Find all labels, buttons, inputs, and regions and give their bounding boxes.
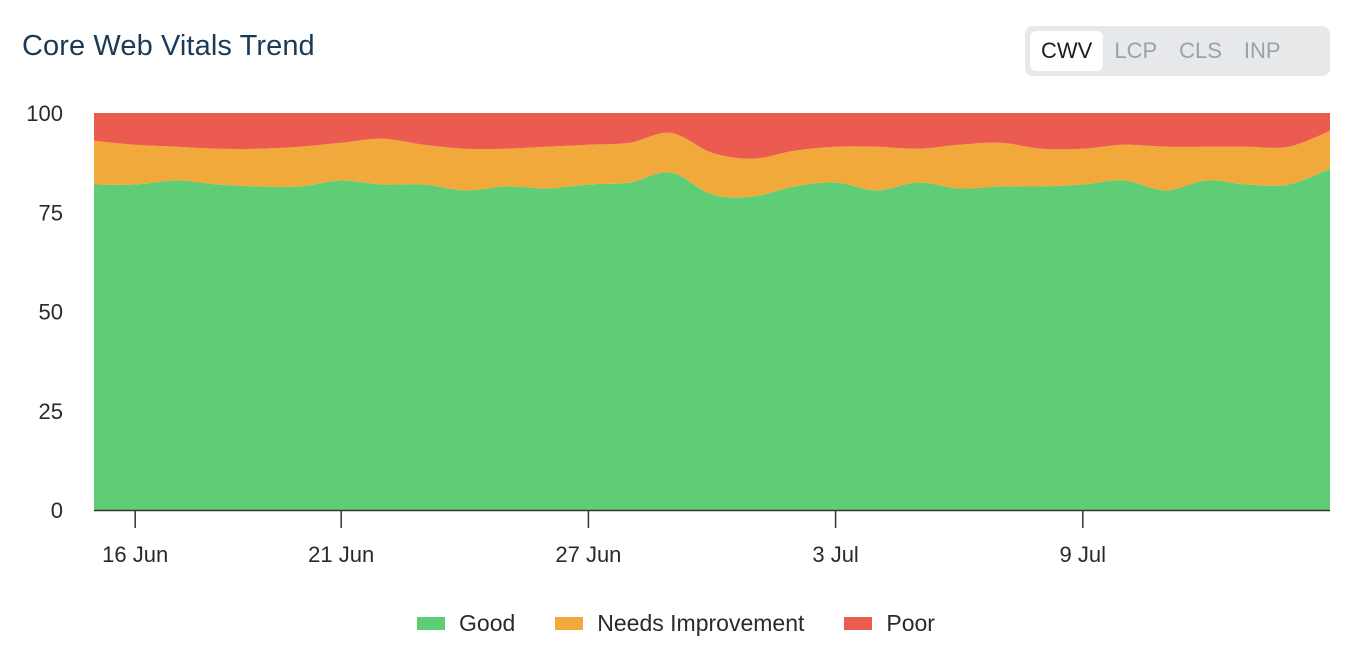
- legend-item-good[interactable]: Good: [417, 610, 515, 637]
- legend-item-needs-improvement[interactable]: Needs Improvement: [555, 610, 804, 637]
- x-tick-label: 9 Jul: [1060, 542, 1106, 567]
- y-tick-label: 50: [39, 300, 63, 325]
- legend-swatch-poor: [844, 617, 873, 630]
- tab-inp[interactable]: INP: [1243, 38, 1281, 63]
- legend-label-poor: Poor: [886, 610, 935, 636]
- legend-label-good: Good: [459, 610, 516, 636]
- legend-item-poor[interactable]: Poor: [844, 610, 935, 637]
- chart-legend: Good Needs Improvement Poor: [0, 610, 1352, 637]
- tab-lcp[interactable]: LCP: [1114, 38, 1158, 63]
- tab-cls[interactable]: CLS: [1179, 38, 1222, 63]
- y-tick-label: 100: [26, 101, 63, 126]
- tab-cwv[interactable]: CWV: [1030, 31, 1104, 71]
- x-tick-label: 21 Jun: [308, 542, 374, 567]
- area-series-poor: [94, 113, 1330, 159]
- area-series-needs-improvement: [94, 130, 1330, 198]
- legend-swatch-needs-improvement: [555, 617, 584, 630]
- chart-title: Core Web Vitals Trend: [22, 30, 315, 62]
- legend-swatch-good: [417, 617, 446, 630]
- stacked-area-chart: 0 25 50 75 100 16 Jun 21 Jun 27 Jun 3 Jul 9 Jul: [26, 101, 1330, 567]
- y-tick-label: 0: [51, 498, 63, 523]
- metric-tab-group: CWV LCP CLS INP: [1025, 26, 1330, 76]
- y-tick-label: 75: [39, 200, 63, 225]
- y-tick-label: 25: [39, 399, 63, 424]
- x-tick-label: 16 Jun: [102, 542, 168, 567]
- x-tick-label: 3 Jul: [812, 542, 858, 567]
- legend-label-needs-improvement: Needs Improvement: [597, 610, 805, 636]
- x-tick-label: 27 Jun: [555, 542, 621, 567]
- area-series-good: [94, 168, 1330, 510]
